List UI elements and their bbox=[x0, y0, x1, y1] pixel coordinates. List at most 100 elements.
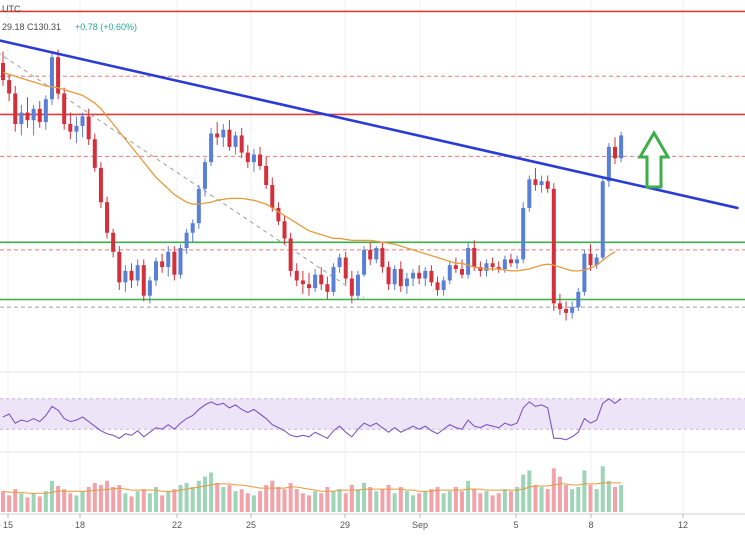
candlestick[interactable] bbox=[313, 268, 318, 292]
candlestick[interactable] bbox=[423, 267, 428, 287]
candlestick[interactable] bbox=[141, 259, 146, 302]
candlestick[interactable] bbox=[441, 276, 446, 296]
candlestick[interactable] bbox=[172, 246, 177, 281]
candlestick[interactable] bbox=[404, 272, 409, 294]
candlestick[interactable] bbox=[319, 267, 324, 290]
candlestick[interactable] bbox=[62, 87, 67, 130]
candlestick[interactable] bbox=[564, 301, 569, 321]
candlestick[interactable] bbox=[453, 257, 458, 273]
candlestick[interactable] bbox=[258, 146, 263, 170]
candlestick[interactable] bbox=[196, 185, 201, 229]
candlestick[interactable] bbox=[129, 263, 134, 289]
candlestick[interactable] bbox=[276, 202, 281, 226]
candlestick[interactable] bbox=[533, 167, 538, 191]
candlestick[interactable] bbox=[392, 265, 397, 290]
candlestick[interactable] bbox=[545, 175, 550, 193]
candlestick[interactable] bbox=[25, 97, 30, 128]
candlestick[interactable] bbox=[147, 276, 152, 304]
candlestick[interactable] bbox=[527, 175, 532, 212]
candlestick[interactable] bbox=[374, 246, 379, 264]
candlestick[interactable] bbox=[594, 253, 599, 269]
candlestick[interactable] bbox=[331, 263, 336, 296]
candlestick[interactable] bbox=[233, 131, 238, 155]
candlestick[interactable] bbox=[337, 253, 342, 273]
candlestick[interactable] bbox=[539, 175, 544, 193]
candlestick[interactable] bbox=[557, 293, 562, 315]
candlestick[interactable] bbox=[209, 127, 214, 166]
candlestick[interactable] bbox=[576, 288, 581, 311]
candlestick[interactable] bbox=[221, 124, 226, 147]
candlestick[interactable] bbox=[7, 74, 12, 102]
candlestick[interactable] bbox=[98, 162, 103, 208]
candlestick[interactable] bbox=[270, 177, 275, 212]
candlestick[interactable] bbox=[362, 246, 367, 277]
candlestick[interactable] bbox=[105, 196, 110, 239]
candlestick[interactable] bbox=[56, 49, 61, 100]
candlestick[interactable] bbox=[74, 116, 79, 144]
candlestick[interactable] bbox=[325, 276, 330, 300]
candlestick[interactable] bbox=[160, 253, 165, 273]
candlestick[interactable] bbox=[19, 104, 24, 136]
candlestick[interactable] bbox=[417, 265, 422, 285]
candlestick[interactable] bbox=[472, 240, 477, 271]
candlestick[interactable] bbox=[300, 270, 305, 294]
candlestick[interactable] bbox=[1, 51, 5, 86]
candlestick[interactable] bbox=[447, 261, 452, 285]
candlestick[interactable] bbox=[478, 261, 483, 277]
candlestick[interactable] bbox=[178, 244, 183, 279]
candlestick[interactable] bbox=[49, 51, 54, 105]
candlestick[interactable] bbox=[135, 259, 140, 287]
candlestick[interactable] bbox=[31, 104, 36, 136]
candlestick[interactable] bbox=[37, 101, 42, 128]
candlestick[interactable] bbox=[154, 257, 158, 287]
candlestick[interactable] bbox=[80, 112, 85, 138]
candlestick[interactable] bbox=[251, 148, 256, 172]
candlestick[interactable] bbox=[521, 202, 526, 264]
candlestick[interactable] bbox=[343, 251, 348, 285]
candlestick[interactable] bbox=[355, 270, 360, 300]
candlestick[interactable] bbox=[92, 133, 97, 172]
candlestick[interactable] bbox=[184, 228, 189, 254]
candlestick[interactable] bbox=[123, 265, 128, 292]
candlestick[interactable] bbox=[294, 263, 299, 287]
candlestick[interactable] bbox=[619, 131, 624, 163]
candlestick[interactable] bbox=[429, 265, 434, 287]
candlestick[interactable] bbox=[307, 272, 311, 296]
descending-trendline[interactable] bbox=[0, 34, 739, 210]
candlestick[interactable] bbox=[215, 122, 220, 145]
candlestick[interactable] bbox=[398, 261, 403, 292]
candlestick[interactable] bbox=[484, 259, 489, 277]
candlestick[interactable] bbox=[43, 95, 48, 130]
candlestick[interactable] bbox=[435, 276, 440, 296]
candlestick[interactable] bbox=[411, 268, 416, 287]
candlestick[interactable] bbox=[582, 249, 587, 296]
candlestick[interactable] bbox=[190, 219, 195, 243]
candlestick[interactable] bbox=[368, 242, 373, 266]
candlestick[interactable] bbox=[386, 261, 391, 290]
candlestick[interactable] bbox=[515, 255, 520, 269]
candlestick[interactable] bbox=[245, 144, 250, 168]
candlestick[interactable] bbox=[496, 261, 501, 273]
candlestick[interactable] bbox=[466, 242, 471, 279]
candlestick[interactable] bbox=[239, 127, 244, 159]
candlestick[interactable] bbox=[551, 183, 556, 311]
candlestick[interactable] bbox=[86, 108, 91, 145]
candlestick[interactable] bbox=[282, 215, 287, 245]
candlestick[interactable] bbox=[613, 137, 617, 165]
candlestick[interactable] bbox=[349, 270, 354, 304]
candlestick[interactable] bbox=[588, 244, 593, 271]
candlestick[interactable] bbox=[13, 85, 18, 132]
candlestick[interactable] bbox=[264, 156, 269, 189]
candlestick[interactable] bbox=[508, 253, 513, 268]
candlestick[interactable] bbox=[166, 246, 171, 277]
candlestick[interactable] bbox=[202, 158, 207, 197]
candlestick[interactable] bbox=[117, 246, 122, 290]
candlestick[interactable] bbox=[111, 228, 116, 258]
candlestick[interactable] bbox=[380, 242, 385, 273]
candlestick[interactable] bbox=[227, 120, 232, 151]
candlestick[interactable] bbox=[288, 232, 293, 277]
candlestick[interactable] bbox=[570, 301, 575, 319]
candlestick[interactable] bbox=[68, 112, 73, 140]
candlestick[interactable] bbox=[600, 177, 605, 260]
